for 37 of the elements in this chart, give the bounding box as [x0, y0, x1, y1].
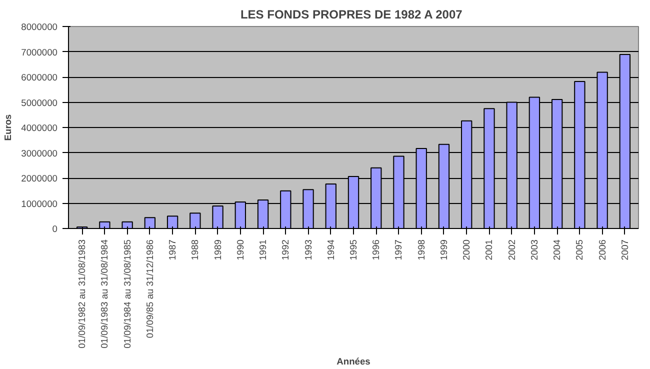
- y-tick-label: 8000000: [21, 22, 58, 32]
- x-tick-label: 1999: [438, 239, 449, 260]
- y-tick-label: 6000000: [21, 72, 58, 82]
- x-tick-label: 01/09/1982 au 31/08/1983: [77, 239, 88, 348]
- x-tick-label: 2007: [620, 239, 630, 260]
- x-tick-label: 2006: [597, 239, 608, 260]
- y-tick-label: 7000000: [21, 47, 58, 58]
- x-tick-label: 1993: [303, 239, 314, 260]
- x-tick-label: 1987: [168, 239, 178, 260]
- x-tick-label: 01/09/1984 au 31/08/1985: [122, 239, 132, 348]
- y-tick-label: 2000000: [21, 174, 58, 184]
- x-tick-label: 2003: [529, 239, 540, 260]
- x-tick-label: 1988: [190, 239, 200, 260]
- x-tick-label: 1989: [212, 239, 223, 260]
- x-tick-label: 01/09/1983 au 31/08/1984: [100, 239, 110, 348]
- y-tick-label: 1000000: [21, 198, 58, 209]
- y-tick-label: 5000000: [21, 98, 58, 108]
- x-tick-label: 2001: [484, 239, 494, 260]
- y-tick-label: 3000000: [21, 148, 58, 158]
- x-tick-label: 1996: [371, 239, 382, 260]
- x-tick-label: 1998: [416, 239, 426, 260]
- x-tick-label: 1990: [235, 239, 246, 260]
- x-tick-label: 1992: [280, 239, 291, 260]
- x-tick-label: 01/09/85 au 31/12/1986: [144, 239, 155, 338]
- x-tick-label: 2004: [552, 239, 562, 260]
- x-tick-label: 1994: [326, 239, 336, 260]
- x-tick-label: 2005: [574, 239, 585, 260]
- x-tick-label: 1997: [394, 239, 404, 260]
- y-tick-label: 0: [52, 224, 58, 234]
- chart-title: LES FONDS PROPRES DE 1982 A 2007: [240, 8, 463, 22]
- x-tick-label: 2000: [462, 239, 472, 260]
- x-axis-title: Années: [336, 356, 370, 366]
- y-axis-title: Euros: [3, 114, 14, 141]
- y-tick-label: 4000000: [21, 123, 58, 133]
- x-tick-label: 1991: [258, 239, 268, 260]
- x-tick-label: 1995: [348, 239, 358, 260]
- x-tick-label: 2002: [506, 239, 517, 260]
